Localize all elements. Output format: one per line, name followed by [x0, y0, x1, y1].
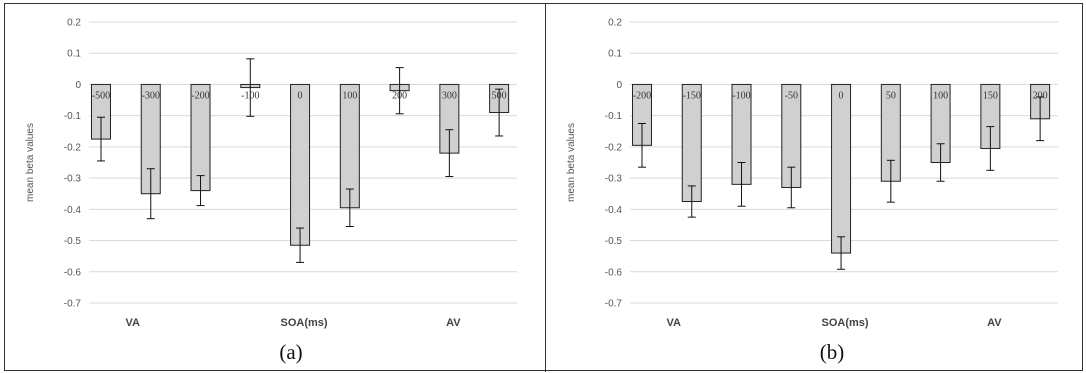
bar [831, 83, 852, 254]
y-tick-label: -0.1 [605, 111, 623, 122]
category-label: -200 [191, 90, 209, 101]
bar [681, 83, 702, 203]
bar [290, 83, 311, 246]
y-tick-label: 0.1 [608, 49, 622, 60]
category-label: -50 [785, 90, 798, 101]
y-tick-label: -0.1 [64, 111, 82, 122]
x-group-label: VA [667, 317, 682, 329]
y-tick-label: 0.1 [67, 49, 81, 60]
y-tick-label: 0.2 [608, 18, 622, 29]
y-tick-label: -0.4 [605, 205, 623, 216]
y-tick-label: -0.7 [64, 299, 82, 310]
category-label: 0 [298, 90, 303, 101]
y-tick-label: -0.6 [64, 267, 82, 278]
x-group-label: VA [126, 317, 141, 329]
category-label: -500 [92, 90, 110, 101]
y-tick-label: 0.2 [67, 18, 81, 29]
y-tick-label: -0.7 [605, 299, 623, 310]
category-label: -100 [241, 90, 259, 101]
category-label: 200 [1033, 90, 1048, 101]
category-label: -100 [732, 90, 750, 101]
y-axis-title: mean beta values [25, 123, 36, 202]
figure-frame: 0.2 0.1 0 -0.1 -0.2 -0.3 -0.4 -0.5 -0.6 -0.7 mean … [4, 3, 1085, 372]
chart-panel-a: 0.2 0.1 0 -0.1 -0.2 -0.3 -0.4 -0.5 -0.6 -0.7 mean … [5, 4, 545, 372]
category-label: 300 [442, 90, 457, 101]
category-label: 100 [933, 90, 948, 101]
x-group-label: AV [987, 317, 1002, 329]
category-label: -200 [633, 90, 651, 101]
x-group-label: SOA(ms) [281, 317, 328, 329]
category-label: 100 [342, 90, 357, 101]
y-tick-label: -0.3 [605, 174, 623, 185]
chart-a-svg: 0.2 0.1 0 -0.1 -0.2 -0.3 -0.4 -0.5 -0.6 -0.7 mean … [25, 18, 517, 364]
chart-b-svg: 0.2 0.1 0 -0.1 -0.2 -0.3 -0.4 -0.5 -0.6 -0.7 mean … [566, 18, 1058, 364]
y-tick-label: -0.4 [64, 205, 82, 216]
category-label: -150 [683, 90, 701, 101]
y-tick-label: -0.2 [64, 142, 82, 153]
y-tick-label: -0.6 [605, 267, 623, 278]
panel-caption: (b) [820, 340, 845, 364]
y-tick-label: 0 [75, 80, 81, 91]
category-label: -300 [142, 90, 160, 101]
category-label: 500 [492, 90, 507, 101]
panel-caption: (a) [279, 340, 302, 364]
x-group-label: AV [446, 317, 461, 329]
y-tick-label: -0.2 [605, 142, 623, 153]
category-label: 0 [839, 90, 844, 101]
category-label: 200 [392, 90, 407, 101]
category-label: 150 [983, 90, 998, 101]
y-tick-label: -0.5 [605, 236, 623, 247]
x-group-label: SOA(ms) [822, 317, 869, 329]
chart-panel-b: 0.2 0.1 0 -0.1 -0.2 -0.3 -0.4 -0.5 -0.6 -0.7 mean … [545, 4, 1085, 372]
y-tick-label: -0.3 [64, 174, 82, 185]
y-tick-label: -0.5 [64, 236, 82, 247]
y-axis-title: mean beta values [566, 123, 577, 202]
category-label: 50 [886, 90, 896, 101]
y-tick-label: 0 [616, 80, 622, 91]
